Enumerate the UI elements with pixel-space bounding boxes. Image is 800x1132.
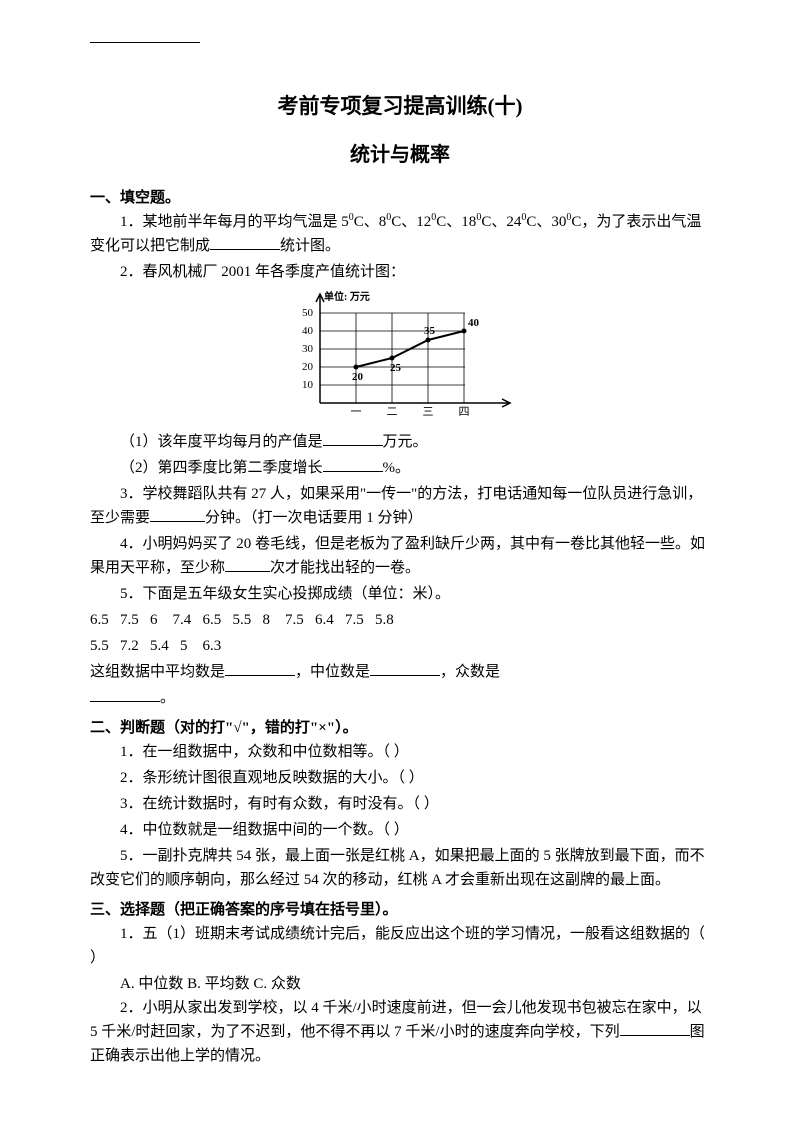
q1-5-ask: 这组数据中平均数是 ，中位数是 ，众数是 — [90, 660, 710, 684]
blank-input[interactable] — [370, 660, 440, 676]
blank-input[interactable] — [225, 660, 295, 676]
data-row-1: 6.5 7.5 6 7.4 6.5 5.5 8 7.5 6.4 7.5 5.8 — [90, 608, 710, 632]
data-point — [426, 337, 431, 342]
q1-text-e: C、24 — [481, 214, 521, 230]
q1-3: 3．学校舞蹈队共有 27 人，如果采用"一传一"的方法，打电话通知每一位队员进行… — [90, 482, 710, 530]
xtick: 一 — [351, 406, 362, 418]
xtick: 三 — [423, 406, 434, 418]
q1-5-b: ，中位数是 — [295, 664, 370, 680]
q2-3: 3．在统计数据时，有时有众数，有时没有。（ ） — [90, 792, 710, 816]
q1-3-b: 分钟。（打一次电话要用 1 分钟） — [205, 510, 423, 526]
data-point — [462, 328, 467, 333]
q1-text-c: C、12 — [391, 214, 431, 230]
q1-5-d: 。 — [160, 690, 175, 706]
point-label: 25 — [390, 362, 402, 374]
q1-4-b: 次才能找出轻的一卷。 — [270, 560, 420, 576]
q3-1: 1．五（1）班期末考试成绩统计完后，能反应出这个班的学习情况，一般看这组数据的（… — [90, 922, 710, 970]
q1-5-c: ，众数是 — [440, 664, 500, 680]
q1-1: 1．某地前半年每月的平均气温是 50C、80C、120C、180C、240C、3… — [90, 210, 710, 258]
ytick-40: 40 — [302, 325, 314, 337]
q1-text-a: 1．某地前半年每月的平均气温是 5 — [120, 214, 349, 230]
sub-title: 统计与概率 — [90, 139, 710, 171]
blank-input[interactable] — [210, 234, 280, 250]
q1-text-d: C、18 — [436, 214, 476, 230]
blank-input[interactable] — [150, 506, 205, 522]
q1-text-f: C、30 — [526, 214, 566, 230]
chart-container: 10 20 30 40 50 单位: 万元 20 25 35 40 一 二 三 … — [90, 288, 710, 426]
q3-1-options: A. 中位数 B. 平均数 C. 众数 — [90, 972, 710, 996]
q1-5-intro: 5．下面是五年级女生实心投掷成绩（单位：米）。 — [90, 582, 710, 606]
blank-input[interactable] — [323, 430, 383, 446]
xtick: 四 — [459, 406, 470, 418]
q1-2-2-b: %。 — [383, 460, 411, 476]
q2-2: 2．条形统计图很直观地反映数据的大小。（ ） — [90, 766, 710, 790]
data-row-2: 5.5 7.2 5.4 5 6.3 — [90, 634, 710, 658]
q1-2-1: （1）该年度平均每月的产值是 万元。 — [90, 430, 710, 454]
q1-5-ask2: 。 — [90, 686, 710, 710]
q2-1: 1．在一组数据中，众数和中位数相等。（ ） — [90, 740, 710, 764]
blank-input[interactable] — [90, 686, 160, 702]
q1-2-1-a: （1）该年度平均每月的产值是 — [120, 434, 323, 450]
point-label: 20 — [352, 371, 364, 383]
q3-2: 2．小明从家出发到学校，以 4 千米/小时速度前进，但一会儿他发现书包被忘在家中… — [90, 996, 710, 1068]
q1-text-b: C、8 — [354, 214, 387, 230]
point-label: 35 — [424, 325, 436, 337]
ytick-10: 10 — [302, 379, 314, 391]
xtick: 二 — [387, 406, 398, 418]
section2-header: 二、判断题（对的打"√"，错的打"×"）。 — [90, 716, 710, 740]
main-title: 考前专项复习提高训练(十) — [90, 90, 710, 124]
section1-header: 一、填空题。 — [90, 186, 710, 210]
q1-2-1-b: 万元。 — [383, 434, 428, 450]
q1-text-h: 统计图。 — [280, 238, 340, 254]
section3-header: 三、选择题（把正确答案的序号填在括号里）。 — [90, 898, 710, 922]
ytick-30: 30 — [302, 343, 314, 355]
q1-4: 4．小明妈妈买了 20 卷毛线，但是老板为了盈利缺斤少两，其中有一卷比其他轻一些… — [90, 532, 710, 580]
q1-5-a: 这组数据中平均数是 — [90, 664, 225, 680]
q1-2-2-a: （2）第四季度比第二季度增长 — [120, 460, 323, 476]
q3-2-a: 2．小明从家出发到学校，以 4 千米/小时速度前进，但一会儿他发现书包被忘在家中… — [90, 1000, 702, 1040]
data-point — [390, 355, 395, 360]
data-point — [354, 364, 359, 369]
chart-unit-label: 单位: 万元 — [324, 290, 370, 303]
q2-4: 4．中位数就是一组数据中间的一个数。（ ） — [90, 818, 710, 842]
q1-2-2: （2）第四季度比第二季度增长 %。 — [90, 456, 710, 480]
ytick-20: 20 — [302, 361, 314, 373]
point-label: 40 — [468, 317, 480, 329]
top-horizontal-rule — [90, 42, 200, 43]
ytick-50: 50 — [302, 307, 314, 319]
q1-2-intro: 2．春风机械厂 2001 年各季度产值统计图： — [90, 260, 710, 284]
blank-input[interactable] — [620, 1020, 690, 1036]
blank-input[interactable] — [225, 556, 270, 572]
line-chart: 10 20 30 40 50 单位: 万元 20 25 35 40 一 二 三 … — [280, 288, 520, 418]
q2-5: 5．一副扑克牌共 54 张，最上面一张是红桃 A，如果把最上面的 5 张牌放到最… — [90, 844, 710, 892]
blank-input[interactable] — [323, 456, 383, 472]
